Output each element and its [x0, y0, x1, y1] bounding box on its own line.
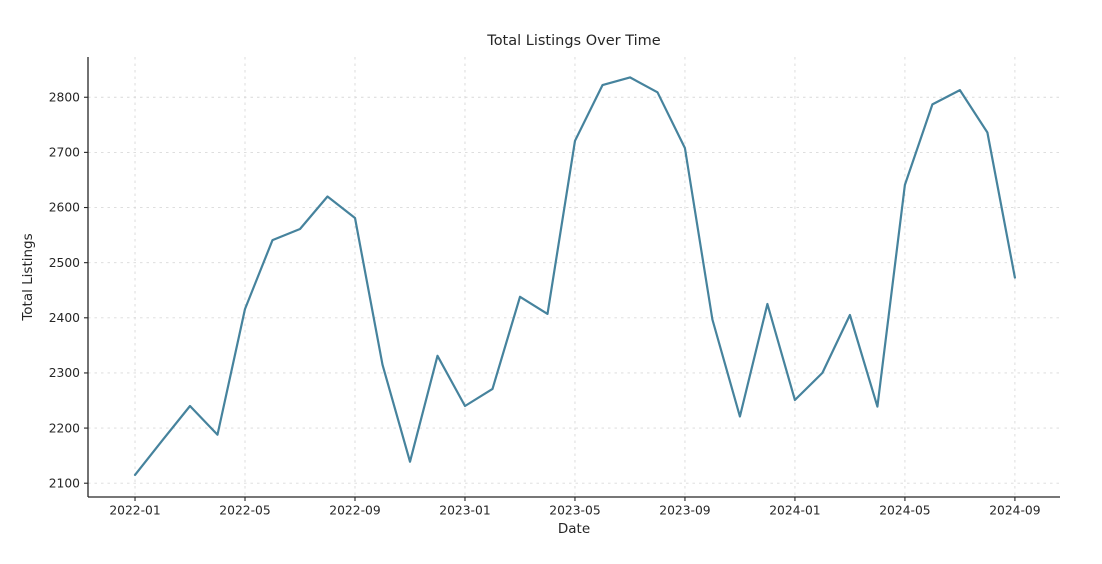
data-line [133, 76, 1017, 476]
y-tick-label: 2500 [49, 256, 80, 270]
y-tick-label: 2300 [49, 366, 80, 380]
y-tick-label: 2400 [49, 311, 80, 325]
x-tick-label: 2023-05 [549, 504, 600, 518]
chart-title: Total Listings Over Time [487, 33, 661, 49]
y-tick-label: 2100 [49, 476, 80, 490]
y-tick-label: 2200 [49, 421, 80, 435]
y-tick-label: 2700 [49, 146, 80, 160]
x-tick-label: 2022-05 [219, 504, 270, 518]
x-tick-label: 2024-09 [989, 504, 1040, 518]
x-tick-label: 2024-01 [769, 504, 820, 518]
x-tick-label: 2022-01 [109, 504, 160, 518]
x-axis-label: Date [557, 521, 591, 537]
y-tick-label: 2600 [49, 201, 80, 215]
x-tick-label: 2023-09 [659, 504, 710, 518]
x-tick-label: 2023-01 [439, 504, 490, 518]
y-tick-label: 2800 [49, 90, 80, 104]
x-tick-label: 2022-09 [329, 504, 380, 518]
x-tick-label: 2024-05 [879, 504, 930, 518]
